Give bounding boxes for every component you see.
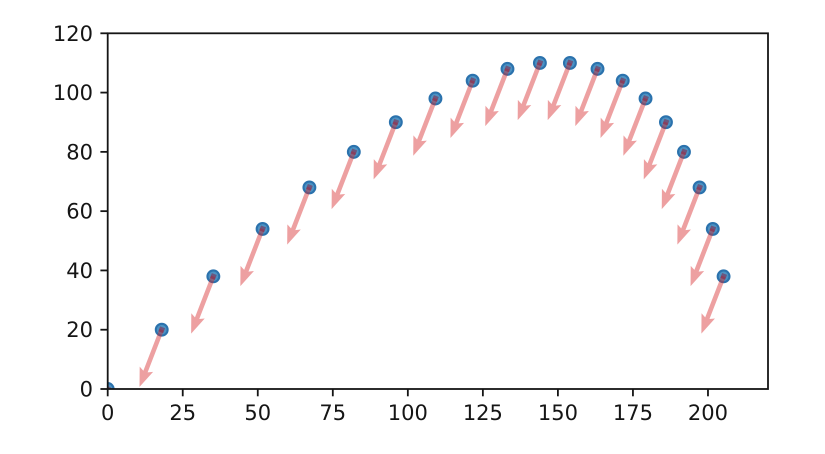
acceleration-arrow (413, 97, 438, 156)
acceleration-arrow (677, 186, 702, 245)
acceleration-arrow (701, 275, 726, 334)
acceleration-arrow (517, 62, 543, 121)
x-tick-label: 200 (688, 401, 728, 425)
x-tick-label: 0 (101, 401, 114, 425)
arrow-tail-dot (709, 225, 717, 233)
data-layer (107, 55, 731, 390)
acceleration-arrow (485, 68, 510, 127)
arrow-tail-dot (662, 118, 670, 126)
x-tick-label: 25 (169, 401, 196, 425)
acceleration-arrow (690, 228, 715, 287)
y-tick-label: 0 (80, 378, 93, 402)
acceleration-arrow (575, 68, 600, 127)
y-tick-label: 80 (66, 140, 93, 164)
acceleration-arrow (661, 151, 687, 210)
arrow-tail-dot (566, 59, 574, 67)
acceleration-arrow (287, 186, 312, 245)
y-tick-label: 20 (66, 318, 93, 342)
arrow-tail-dot (696, 183, 703, 191)
x-tick-label: 100 (388, 401, 428, 425)
acceleration-arrow (623, 97, 648, 156)
arrow-tail-dot (158, 326, 166, 334)
x-tick-label: 175 (613, 401, 653, 425)
y-tick-label: 100 (53, 81, 93, 105)
x-tick-label: 150 (538, 401, 578, 425)
arrow-tail-dot (209, 273, 217, 280)
arrow-tail-dot (259, 225, 266, 233)
x-tick-label: 75 (319, 401, 346, 425)
y-tick-label: 40 (66, 259, 93, 283)
acceleration-arrow (240, 228, 265, 287)
acceleration-arrow (600, 79, 625, 138)
arrow-tail-dot (504, 65, 511, 73)
tick-labels: 0 25 50 75 100 125 150 175 200 0 20 40 60 80 100 120 (53, 22, 728, 425)
tick-marks (100, 32, 709, 397)
arrow-tail-dot (680, 148, 688, 156)
axes-spines (106, 32, 769, 390)
y-tick-label: 60 (66, 200, 93, 224)
arrow-tail-dot (594, 65, 601, 73)
x-tick-label: 125 (463, 401, 503, 425)
arrow-tail-dot (306, 184, 313, 191)
arrow-tail-dot (469, 77, 477, 85)
acceleration-arrow (331, 151, 356, 210)
acceleration-arrow (373, 121, 398, 180)
acceleration-arrow (450, 79, 475, 138)
x-tick-label: 50 (244, 401, 271, 425)
arrow-tail-dot (642, 95, 649, 102)
arrow-tail-dot (432, 95, 439, 102)
arrow-tail-dot (619, 77, 627, 85)
quiver-arrows (107, 59, 728, 390)
arrow-tail-dot (536, 59, 544, 67)
arrow-tail-dot (392, 118, 400, 126)
y-tick-label: 120 (53, 22, 93, 46)
acceleration-arrow (139, 328, 164, 387)
acceleration-arrow (191, 275, 216, 334)
acceleration-arrow (547, 62, 573, 121)
arrow-tail-dot (350, 148, 358, 156)
acceleration-arrow (643, 121, 669, 180)
arrow-tail-dot (720, 273, 728, 280)
